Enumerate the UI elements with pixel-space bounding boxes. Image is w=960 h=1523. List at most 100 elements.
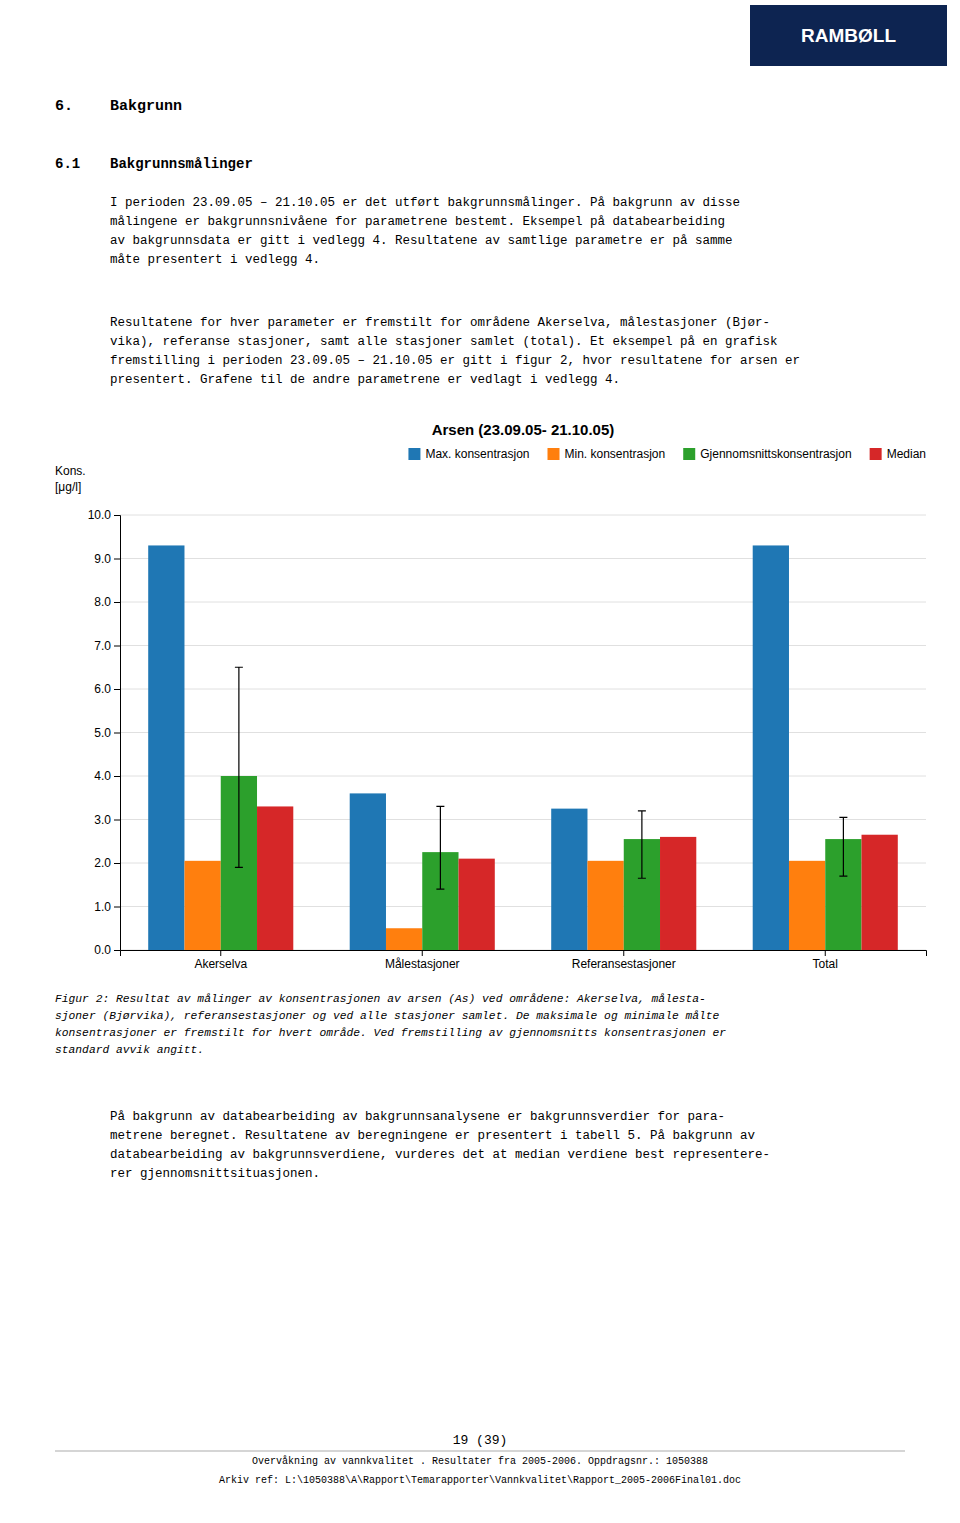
bar xyxy=(257,806,293,950)
tick-label: 6.0 xyxy=(94,682,111,696)
logo-text: RAMBØLL xyxy=(801,25,896,46)
y-tick: 0.0 xyxy=(94,943,120,957)
grid-line xyxy=(120,602,926,603)
bar-series xyxy=(148,545,789,950)
tick-mark xyxy=(114,950,120,951)
subheading-number-line: 6.1 xyxy=(55,156,80,172)
bar xyxy=(862,835,898,950)
footer-line: Overvåkning av vannkvalitet . Resultater… xyxy=(252,1455,708,1467)
legend-item: Max. konsentrasjon xyxy=(408,447,529,461)
y-tick: 8.0 xyxy=(94,595,120,609)
tick-label: 2.0 xyxy=(94,856,111,870)
paragraph-line: På bakgrunn av databearbeiding av bakgru… xyxy=(110,1110,725,1124)
legend-item: Gjennomsnittskonsentrasjon xyxy=(683,447,851,461)
footer: Overvåkning av vannkvalitet . Resultater… xyxy=(252,1455,708,1467)
legend-swatch xyxy=(548,448,560,460)
paragraph-line: fremstilling i perioden 23.09.05 – 21.10… xyxy=(110,354,800,368)
error-bar xyxy=(235,667,243,867)
paragraph: På bakgrunn av databearbeiding av bakgru… xyxy=(110,1110,770,1181)
tick-mark xyxy=(114,646,120,647)
chart-title: Arsen (23.09.05- 21.10.05) xyxy=(432,421,615,438)
tick-label: 3.0 xyxy=(94,813,111,827)
tick-label: 1.0 xyxy=(94,900,111,914)
footer-line: Arkiv ref: L:\1050388\A\Rapport\Temarapp… xyxy=(219,1475,741,1486)
paragraph-line: rer gjennomsnittsituasjonen. xyxy=(110,1167,320,1181)
paragraph: Resultatene for hver parameter er fremst… xyxy=(110,316,800,387)
caption-line: konsentrasjoner er fremstilt for hvert o… xyxy=(55,1027,726,1039)
paragraph-line: av bakgrunnsdata er gitt i vedlegg 4. Re… xyxy=(110,234,733,248)
paragraph-line: presentert. Grafene til de andre paramet… xyxy=(110,373,620,387)
y-axis: 0.0 1.0 2.0 3.0 4.0 5.0 6.0 7.0 8.0 9.0 10.0 xyxy=(88,508,121,957)
legend: Max. konsentrasjon Min. konsentrasjon Gjen… xyxy=(408,447,926,461)
tick-label: Total xyxy=(813,957,838,971)
tick-label: 9.0 xyxy=(94,552,111,566)
bar xyxy=(148,545,184,950)
heading-number: 6. xyxy=(55,98,73,115)
x-tick: Akerselva xyxy=(194,950,247,971)
axis-line xyxy=(121,951,927,957)
legend-item: Min. konsentrasjon xyxy=(548,447,666,461)
paragraph-line: målingene er bakgrunnsnivåene for parame… xyxy=(110,215,725,229)
bar xyxy=(660,837,696,950)
page-number-line: 19 (39) xyxy=(453,1433,508,1448)
tick-mark xyxy=(114,559,120,560)
bar xyxy=(587,861,623,950)
tick-mark xyxy=(114,733,120,734)
tick-label: Referansestasjoner xyxy=(572,957,676,971)
bar xyxy=(551,809,587,950)
paragraph-line: metrene beregnet. Resultatene av beregni… xyxy=(110,1129,756,1143)
caption-line: Figur 2: Resultat av målinger av konsent… xyxy=(55,993,706,1005)
caption-line: standard avvik angitt. xyxy=(55,1044,204,1056)
tick-mark xyxy=(220,950,221,956)
footer-rule xyxy=(55,1451,905,1452)
y-tick: 2.0 xyxy=(94,856,120,870)
y-axis-label: Kons. xyxy=(55,464,86,478)
paragraph: I perioden 23.09.05 – 21.10.05 er det ut… xyxy=(110,196,740,267)
plot-area xyxy=(148,545,898,950)
x-tick: Total xyxy=(813,950,838,971)
tick-mark xyxy=(114,602,120,603)
tick-label: 7.0 xyxy=(94,639,111,653)
heading-number-line: 6. xyxy=(55,98,73,115)
grid-line xyxy=(120,732,926,733)
tick-mark xyxy=(825,950,826,956)
y-axis-label: [μg/l] xyxy=(55,480,81,494)
error-bar xyxy=(436,806,444,889)
legend-label: Min. konsentrasjon xyxy=(565,447,666,461)
footer: Arkiv ref: L:\1050388\A\Rapport\Temarapp… xyxy=(219,1475,741,1486)
grid-line xyxy=(120,645,926,646)
legend-swatch xyxy=(408,448,420,460)
bar xyxy=(789,861,825,950)
tick-mark xyxy=(114,776,120,777)
tick-mark xyxy=(114,820,120,821)
legend-label: Gjennomsnittskonsentrasjon xyxy=(700,447,851,461)
page-number: 19 (39) xyxy=(453,1433,508,1448)
y-tick: 3.0 xyxy=(94,813,120,827)
axis-line xyxy=(114,516,121,951)
heading: Bakgrunn xyxy=(110,98,182,115)
x-axis: Akerselva Målestasjoner Referansestasjoner… xyxy=(121,950,927,971)
tick-label: 5.0 xyxy=(94,726,111,740)
bar-series xyxy=(257,806,898,950)
y-tick: 10.0 xyxy=(88,508,120,522)
tick-label: 10.0 xyxy=(88,508,112,522)
paragraph-line: måte presentert i vedlegg 4. xyxy=(110,253,320,267)
bar xyxy=(459,859,495,950)
heading-line: Bakgrunn xyxy=(110,98,182,115)
tick-mark xyxy=(114,515,120,516)
subheading: Bakgrunnsmålinger xyxy=(110,156,253,172)
caption: Figur 2: Resultat av målinger av konsent… xyxy=(55,993,726,1056)
tick-mark xyxy=(114,689,120,690)
bar xyxy=(753,545,789,950)
tick-label: Målestasjoner xyxy=(385,957,460,971)
tick-label: 0.0 xyxy=(94,943,111,957)
bar xyxy=(386,928,422,950)
y-tick: 4.0 xyxy=(94,769,120,783)
grid-line xyxy=(120,558,926,559)
grid xyxy=(120,515,926,950)
subheading-line: Bakgrunnsmålinger xyxy=(110,156,253,172)
y-tick: 7.0 xyxy=(94,639,120,653)
error-bar xyxy=(839,817,847,876)
bar-series xyxy=(221,776,862,950)
grid-line xyxy=(120,515,926,516)
